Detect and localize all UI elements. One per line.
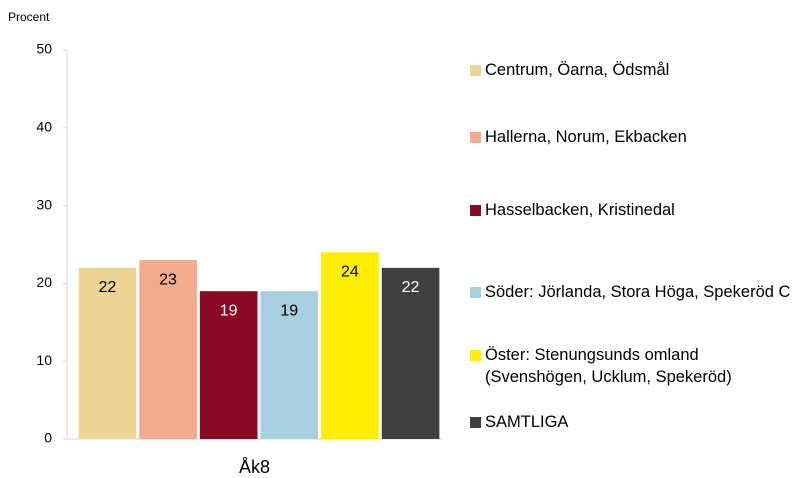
bar: [139, 260, 197, 439]
bar: [199, 291, 258, 439]
legend-label: Söder: Jörlanda, Stora Höga, Spekeröd C: [485, 283, 791, 301]
y-tick-label: 20: [36, 274, 52, 290]
legend-item: Centrum, Öarna, Ödsmål: [470, 59, 798, 81]
legend-label: Hallerna, Norum, Ekbacken: [485, 128, 687, 146]
bar: [260, 291, 319, 439]
legend-label: SAMTLIGA: [485, 413, 569, 431]
legend-item: Hasselbacken, Kristinedal: [470, 199, 798, 221]
legend-swatch: [470, 132, 481, 143]
y-tick-label: 0: [44, 430, 52, 446]
y-tick-label: 10: [36, 352, 52, 368]
legend-label: Centrum, Öarna, Ödsmål: [485, 61, 670, 79]
bar: [321, 252, 379, 439]
legend-swatch: [470, 287, 481, 298]
legend-swatch: [470, 65, 481, 76]
y-tick-label: 50: [36, 41, 52, 57]
data-label: 23: [159, 271, 177, 288]
x-tick-label: Åk8: [239, 457, 270, 477]
legend-label: Hasselbacken, Kristinedal: [485, 201, 675, 219]
legend-item: Hallerna, Norum, Ekbacken: [470, 126, 798, 148]
legend-item: Söder: Jörlanda, Stora Höga, Spekeröd C: [470, 281, 798, 303]
bar: [381, 267, 440, 439]
legend-swatch: [470, 417, 481, 428]
data-label: 19: [220, 302, 238, 319]
y-tick-label: 30: [36, 196, 52, 212]
legend-label: Öster: Stenungsunds omland (Svenshögen, …: [485, 346, 732, 386]
y-axis-label: Procent: [8, 10, 50, 24]
data-label: 19: [280, 302, 298, 319]
y-tick-label: 40: [36, 119, 52, 135]
bar: [78, 267, 137, 439]
legend-item: Öster: Stenungsunds omland (Svenshögen, …: [470, 344, 798, 388]
legend-swatch: [470, 350, 481, 361]
data-label: 24: [341, 263, 359, 280]
data-label: 22: [402, 279, 420, 296]
legend-item: SAMTLIGA: [470, 411, 798, 433]
legend-swatch: [470, 205, 481, 216]
data-label: 22: [99, 279, 117, 296]
